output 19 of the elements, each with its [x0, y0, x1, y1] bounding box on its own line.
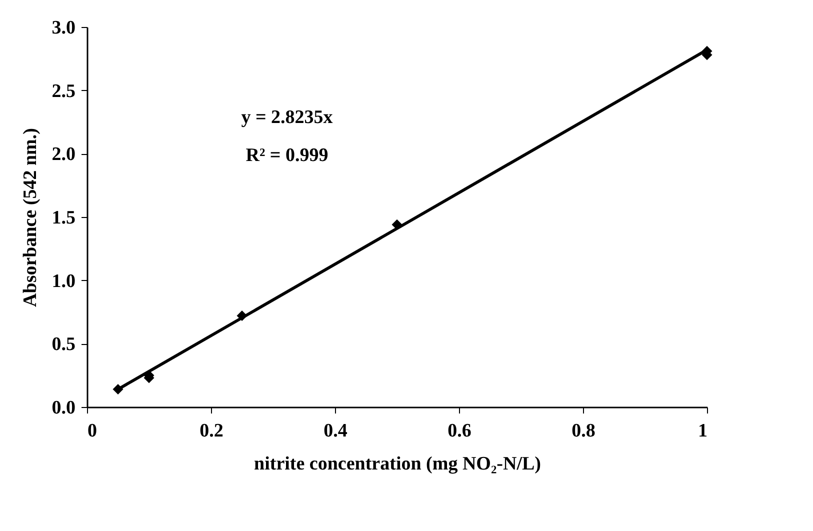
x-tick-label: 0.6 — [448, 420, 472, 442]
x-tick-label: 0.8 — [572, 420, 596, 442]
point — [112, 384, 124, 395]
x-tick-label: 0.4 — [324, 420, 348, 442]
y-tick-label: 3.0 — [52, 18, 76, 38]
y-tick-label: 2.0 — [52, 144, 76, 166]
annotation: y = 2.8235x — [241, 107, 334, 128]
y-tick-label: 1.5 — [52, 208, 76, 228]
point — [236, 310, 248, 322]
x-axis-title: nitrite concentration (mg NO₂-N/L) — [254, 454, 541, 474]
y-tick-label: 0.0 — [52, 398, 76, 418]
x-tick-label: 1 — [698, 420, 708, 442]
y-axis-title: Absorbance (542 nm.) — [20, 128, 41, 307]
y-tick-label: 0.5 — [52, 334, 76, 356]
y-tick-label: 1.0 — [52, 270, 76, 292]
x-tick-label: 0 — [88, 420, 97, 442]
annotation: R² = 0.999 — [246, 145, 328, 166]
x-tick-label: 0.2 — [200, 420, 224, 442]
y-tick-label: 2.5 — [52, 80, 76, 102]
